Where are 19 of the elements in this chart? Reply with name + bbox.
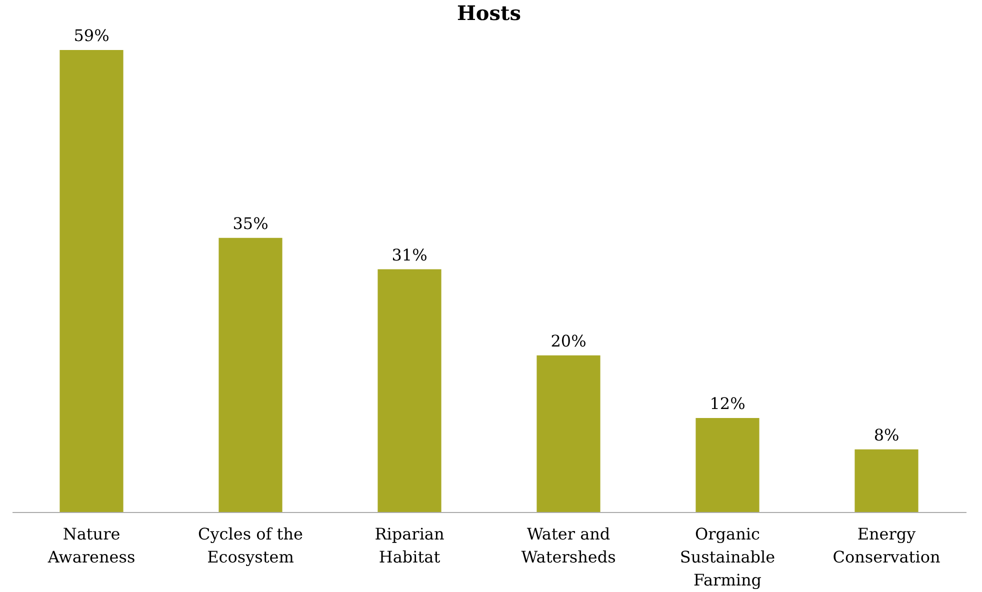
data-label: 59% bbox=[74, 26, 110, 45]
bar bbox=[218, 238, 282, 512]
data-label: 35% bbox=[232, 214, 268, 233]
x-tick-label: Nature Awareness bbox=[46, 524, 136, 566]
bar bbox=[378, 269, 442, 512]
x-tick-label: Riparian Habitat bbox=[374, 524, 444, 566]
data-label: 8% bbox=[874, 425, 900, 444]
bar bbox=[60, 50, 124, 512]
bar bbox=[536, 355, 600, 512]
x-tick-label: Cycles of the Ecosystem bbox=[198, 524, 303, 566]
data-label: 20% bbox=[550, 331, 586, 350]
bar bbox=[854, 449, 918, 512]
x-tick-label: Energy Conservation bbox=[832, 524, 940, 566]
data-label: 12% bbox=[710, 394, 746, 414]
x-tick-label: Organic Sustainable Farming bbox=[680, 524, 776, 590]
bar bbox=[696, 418, 760, 512]
x-tick-label: Water and Watersheds bbox=[521, 524, 616, 566]
data-label: 31% bbox=[392, 245, 428, 264]
chart-title: Hosts bbox=[457, 1, 521, 25]
